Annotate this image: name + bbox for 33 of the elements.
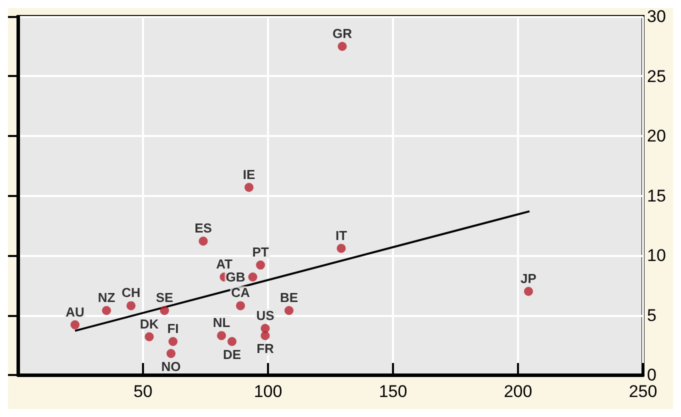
x-tick-label: 100 [254,382,282,401]
data-label: CA [231,285,250,300]
y-tick-label: 10 [647,246,666,265]
data-label: JP [520,270,537,286]
data-label: BE [280,290,298,305]
y-tick-label: 15 [647,186,666,206]
data-label: SE [156,290,174,305]
data-label: IT [335,228,348,243]
data-label: NZ [98,290,116,305]
y-tick-label: 25 [647,66,666,86]
data-label: ES [194,220,212,236]
data-label: GB [226,270,246,285]
data-label: US [256,308,275,323]
data-label: NO [161,358,181,374]
x-tick-label: 250 [628,382,658,401]
y-tick-label: 0 [647,366,656,384]
data-label: DE [222,347,242,362]
data-label: PT [252,244,269,260]
y-tick-label: 30 [647,7,666,26]
data-label: GR [332,26,353,41]
x-tick-label: 200 [504,382,532,401]
data-label: AT [216,256,232,272]
y-tick-label: 20 [647,126,666,146]
data-label: IE [242,166,256,182]
data-label: DK [140,316,160,332]
data-label: NL [212,315,230,330]
data-label: CH [122,285,140,300]
y-tick-label: 5 [647,306,656,325]
data-label: FI [167,321,179,336]
x-tick-label: 150 [378,382,408,401]
data-label: AU [66,304,84,320]
data-label: FR [256,341,275,356]
x-tick-label: 50 [134,382,152,401]
